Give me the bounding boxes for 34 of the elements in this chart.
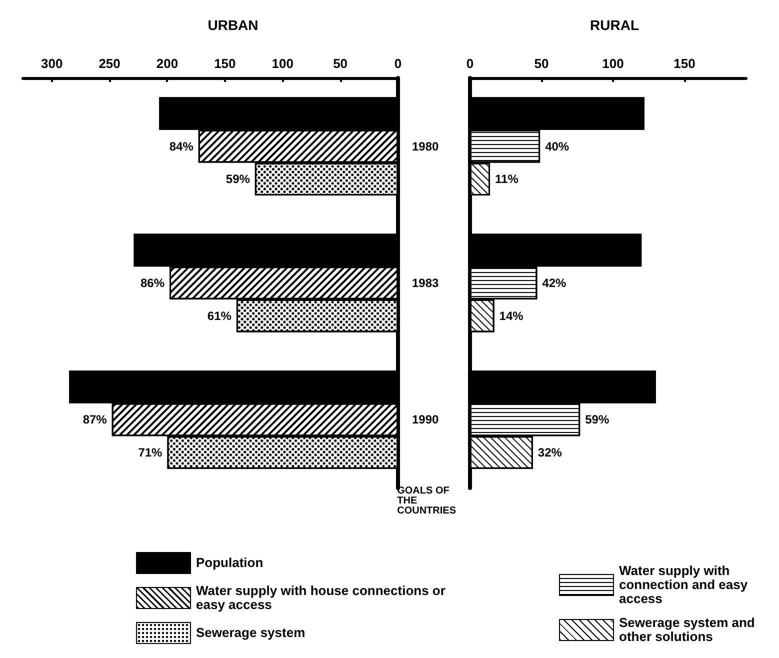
x-tick-label: 250 bbox=[98, 56, 120, 71]
x-tick-label: 50 bbox=[333, 56, 348, 71]
y-tick-label: 1983 bbox=[412, 276, 440, 290]
annotation: 59% bbox=[585, 412, 610, 427]
annotation: 32% bbox=[538, 445, 562, 460]
x-tick-label: 100 bbox=[602, 56, 624, 71]
y-tick-label: 1990 bbox=[412, 412, 440, 427]
chart-title: RURAL bbox=[590, 17, 640, 33]
annotation: 84% bbox=[169, 139, 194, 154]
annotation: 40% bbox=[545, 139, 570, 154]
chart-title: URBAN bbox=[208, 17, 258, 33]
x-tick-label: 100 bbox=[272, 56, 294, 71]
annotation: 61% bbox=[207, 308, 232, 323]
x-tick-label: 0 bbox=[466, 56, 474, 71]
x-tick-label: 200 bbox=[156, 56, 178, 71]
annotation: 11% bbox=[495, 172, 519, 186]
annotation: 71% bbox=[138, 445, 163, 460]
x-tick-label: 50 bbox=[534, 56, 549, 71]
x-tick-label: 150 bbox=[214, 56, 236, 71]
y-tick-label: 1980 bbox=[412, 139, 440, 154]
legend-label: Water supply with house connections or easy access bbox=[196, 583, 446, 612]
annotation: 87% bbox=[82, 412, 108, 427]
annotation: GOALS OF THE COUNTRIES bbox=[397, 486, 456, 516]
annotation: 14% bbox=[499, 308, 524, 323]
legend-label: Population bbox=[196, 555, 264, 570]
x-tick-label: 0 bbox=[394, 56, 402, 71]
annotation: 42% bbox=[542, 276, 567, 290]
x-tick-label: 300 bbox=[40, 56, 63, 71]
legend-label: Sewerage system bbox=[196, 625, 306, 640]
legend-label: Sewerage system and other solutions bbox=[619, 615, 756, 644]
annotation: 86% bbox=[140, 276, 165, 290]
annotation: 59% bbox=[226, 172, 250, 186]
legend-label: Water supply with connection and easy access bbox=[619, 563, 749, 606]
x-tick-label: 150 bbox=[674, 56, 696, 71]
